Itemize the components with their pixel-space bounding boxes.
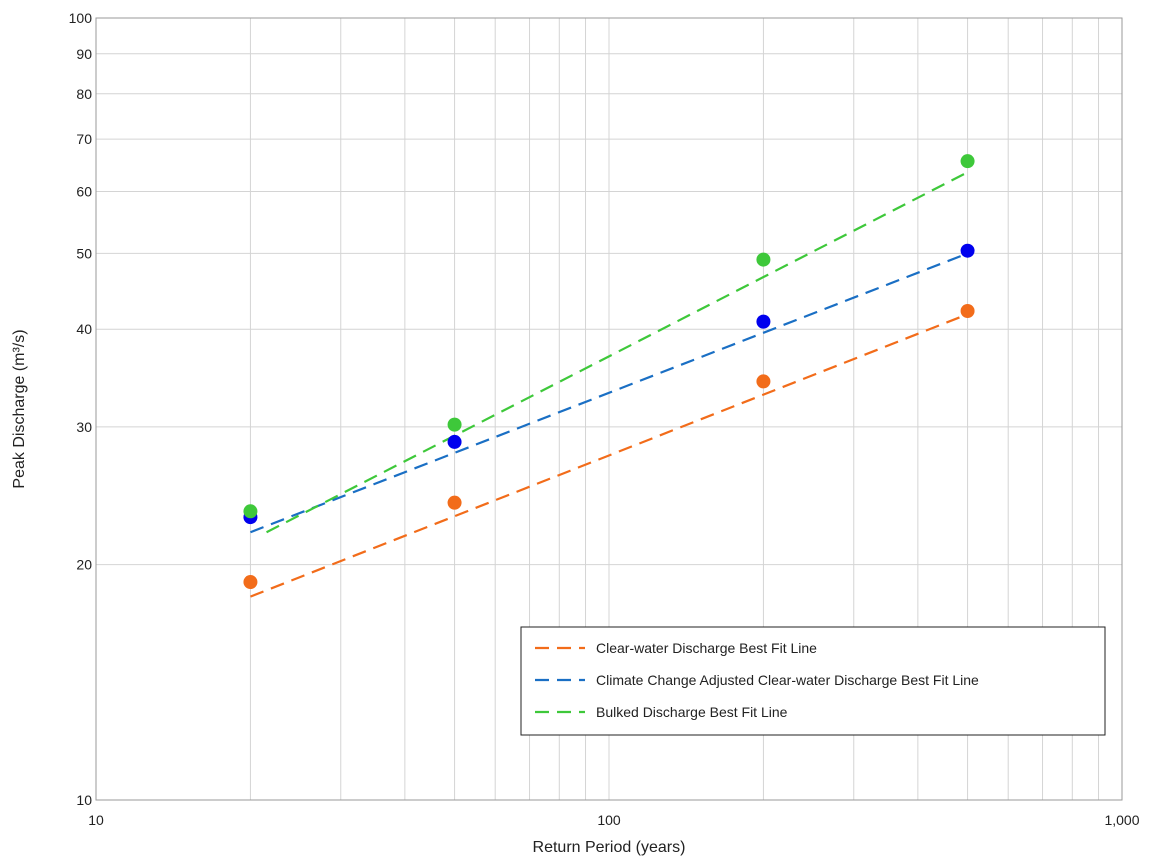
legend-label: Clear-water Discharge Best Fit Line <box>596 640 817 656</box>
y-tick-label: 20 <box>76 557 92 573</box>
y-tick-label: 60 <box>76 183 92 199</box>
legend-label: Climate Change Adjusted Clear-water Disc… <box>596 672 979 688</box>
data-points <box>243 154 975 590</box>
data-point <box>243 575 258 590</box>
x-tick-label: 1,000 <box>1104 812 1139 828</box>
y-tick-label: 30 <box>76 419 92 435</box>
x-axis-label: Return Period (years) <box>533 839 686 856</box>
plot-frame <box>95 17 1123 801</box>
data-point <box>447 417 462 432</box>
legend-label: Bulked Discharge Best Fit Line <box>596 704 788 720</box>
y-tick-label: 40 <box>76 321 92 337</box>
data-point <box>447 495 462 510</box>
x-tick-label: 10 <box>88 812 104 828</box>
data-point <box>756 374 771 389</box>
data-point <box>960 304 975 319</box>
data-point <box>756 314 771 329</box>
x-tick-labels: 10 100 1,000 <box>88 812 1140 828</box>
y-axis-label: Peak Discharge (m³/s) <box>11 329 28 488</box>
fit-line <box>266 171 969 534</box>
y-tick-label: 100 <box>69 10 93 26</box>
data-point <box>756 252 771 267</box>
y-tick-label: 10 <box>76 792 92 808</box>
data-point <box>447 434 462 449</box>
data-point <box>960 154 975 169</box>
x-tick-label: 100 <box>597 812 621 828</box>
y-tick-label: 80 <box>76 86 92 102</box>
legend-box <box>520 626 1106 736</box>
y-tick-label: 70 <box>76 131 92 147</box>
data-point <box>243 504 258 519</box>
y-tick-labels: 10 20 30 40 50 60 70 80 90 100 <box>69 10 93 808</box>
grid-lines-y <box>96 53 1122 566</box>
y-tick-label: 50 <box>76 245 92 261</box>
legend: Clear-water Discharge Best Fit Line Clima… <box>520 626 1106 736</box>
data-point <box>960 243 975 258</box>
fit-line <box>250 252 968 534</box>
fit-lines <box>250 171 969 598</box>
y-tick-label: 90 <box>76 46 92 62</box>
fit-line <box>250 313 968 598</box>
